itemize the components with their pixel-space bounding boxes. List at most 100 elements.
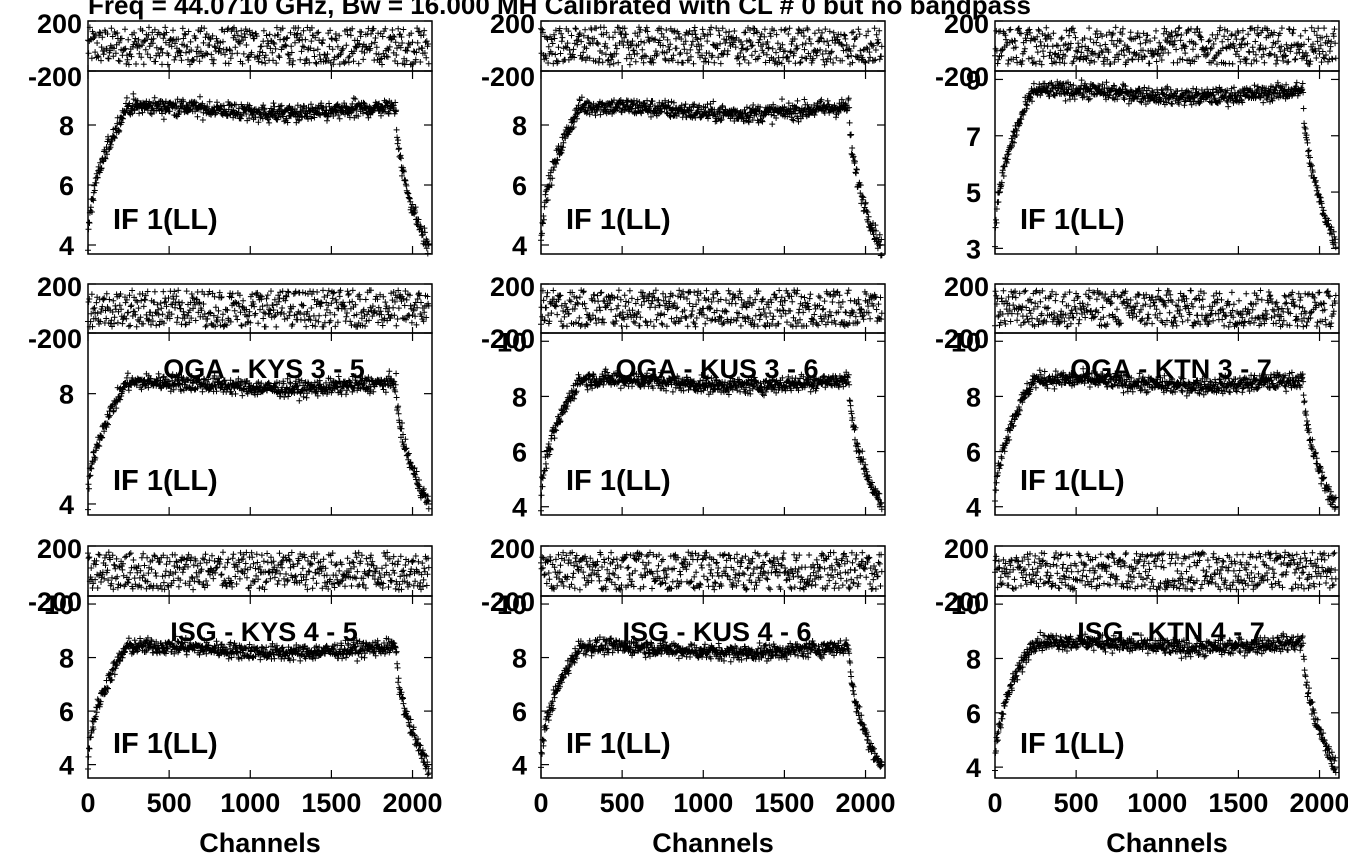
phase-y-tick-label: -200 (481, 62, 535, 92)
amplitude-points (85, 633, 432, 778)
amp-y-tick-label: 6 (512, 438, 527, 468)
if-label: IF 1(LL) (1020, 204, 1125, 236)
x-tick-label: 500 (1054, 788, 1099, 818)
amp-y-tick-label: 4 (966, 493, 981, 523)
amplitude-points (538, 94, 885, 259)
phase-y-tick-label: -200 (935, 587, 989, 617)
if-label: IF 1(LL) (566, 728, 671, 760)
phase-y-tick-label: 200 (944, 534, 989, 564)
panel-r3c3: 0 500 1000 1500 2000 200 -200 4 6 8 10 ISG - KTN 4 … (935, 534, 1348, 857)
baseline-label: OGA - KTN 3 - 7 (1070, 354, 1272, 384)
phase-points (992, 24, 1339, 68)
amplitude-frame (994, 595, 1340, 779)
amplitude-frame (994, 332, 1340, 516)
phase-y-tick-label: 200 (490, 9, 535, 39)
phase-points (538, 24, 885, 68)
phase-y-tick-label: -200 (28, 62, 82, 92)
amplitude-frame (540, 70, 886, 255)
phase-points (538, 549, 885, 593)
x-tick-label: 500 (147, 788, 192, 818)
amp-y-tick-label: 8 (966, 644, 981, 674)
amp-y-tick-label: 6 (966, 438, 981, 468)
x-tick-label: 1500 (754, 788, 814, 818)
amp-y-tick-label: 3 (966, 234, 981, 264)
amp-y-tick-label: 4 (512, 751, 527, 781)
amp-y-tick-label: 4 (512, 493, 527, 523)
x-tick-label: 0 (987, 788, 1002, 818)
if-label: IF 1(LL) (1020, 728, 1125, 760)
amp-y-tick-label: 6 (512, 697, 527, 727)
phase-points (992, 287, 1339, 330)
x-axis-label: Channels (199, 828, 321, 857)
panel-r3c2: 0 500 1000 1500 2000 200 -200 4 6 8 10 ISG - KUS 4 … (481, 534, 896, 857)
panel-r2c1: 200 -200 4 8 OGA - KYS 3 - 5 IF 1(LL) (28, 272, 433, 520)
panel-r3c1: 0 500 1000 1500 2000 200 -200 4 6 8 10 ISG - KYS 4 … (28, 534, 443, 857)
if-label: IF 1(LL) (113, 465, 218, 497)
phase-y-tick-label: 200 (37, 272, 82, 302)
panel-r2c3: 200 -200 4 6 8 10 OGA - KTN 3 - 7 IF 1(LL) (935, 272, 1340, 523)
amp-y-tick-label: 10 (497, 327, 527, 357)
x-tick-label: 1500 (1208, 788, 1268, 818)
x-axis-label: Channels (1106, 828, 1228, 857)
amp-y-tick-label: 6 (59, 171, 74, 201)
amplitude-frame (87, 595, 433, 779)
x-tick-label: 0 (533, 788, 548, 818)
phase-y-tick-label: -200 (28, 324, 82, 354)
phase-y-tick-label: 200 (944, 9, 989, 39)
amplitude-frame (87, 70, 433, 255)
amp-y-tick-label: 8 (966, 382, 981, 412)
x-tick-label: 1000 (220, 788, 280, 818)
phase-y-tick-label: -200 (481, 587, 535, 617)
phase-y-tick-label: 200 (490, 534, 535, 564)
phase-y-tick-label: -200 (935, 324, 989, 354)
baseline-label: ISG - KTN 4 - 7 (1077, 617, 1265, 647)
if-label: IF 1(LL) (113, 204, 218, 236)
panel-r1c2: 200 -200 4 6 8 IF 1(LL) (481, 9, 886, 261)
amplitude-frame (994, 70, 1340, 255)
amp-y-tick-label: 10 (951, 590, 981, 620)
amp-y-tick-label: 4 (512, 231, 527, 261)
phase-points (538, 287, 885, 330)
amp-y-tick-label: 6 (59, 697, 74, 727)
amp-y-tick-label: 4 (59, 231, 74, 261)
phase-y-tick-label: -200 (481, 324, 535, 354)
amplitude-points (538, 634, 885, 771)
if-label: IF 1(LL) (566, 465, 671, 497)
amplitude-frame (540, 595, 886, 779)
x-tick-label: 1000 (1127, 788, 1187, 818)
panel-r1c3: 200 -200 3 5 7 9 IF 1(LL) (935, 9, 1340, 264)
amp-y-tick-label: 4 (966, 753, 981, 783)
amp-y-tick-label: 4 (59, 751, 74, 781)
panel-r1c1: 200 -200 4 6 8 IF 1(LL) (28, 9, 433, 261)
x-tick-label: 2000 (382, 788, 442, 818)
phase-y-tick-label: 200 (37, 534, 82, 564)
amp-y-tick-label: 9 (966, 65, 981, 95)
amplitude-frame (540, 332, 886, 516)
amp-y-tick-label: 5 (966, 178, 981, 208)
x-tick-label: 500 (600, 788, 645, 818)
amp-y-tick-label: 8 (512, 644, 527, 674)
amp-y-tick-label: 8 (512, 382, 527, 412)
amp-y-tick-label: 8 (59, 111, 74, 141)
phase-y-tick-label: 200 (944, 272, 989, 302)
phase-y-tick-label: 200 (490, 272, 535, 302)
amp-y-tick-label: 6 (966, 699, 981, 729)
amp-y-tick-label: 8 (59, 644, 74, 674)
amp-y-tick-label: 7 (966, 122, 981, 152)
baseline-label: OGA - KYS 3 - 5 (163, 354, 365, 384)
amp-y-tick-label: 10 (44, 590, 74, 620)
phase-points (85, 287, 432, 330)
amp-y-tick-label: 10 (497, 590, 527, 620)
amp-y-tick-label: 8 (59, 380, 74, 410)
phase-y-tick-label: -200 (935, 62, 989, 92)
phase-points (85, 549, 432, 593)
amp-y-tick-label: 8 (512, 111, 527, 141)
figure-title: Freq = 44.0710 GHz, Bw = 16.000 MH Calib… (88, 0, 1032, 20)
x-tick-label: 0 (80, 788, 95, 818)
phase-points (992, 549, 1339, 593)
phase-y-tick-label: 200 (37, 9, 82, 39)
if-label: IF 1(LL) (113, 728, 218, 760)
phase-y-tick-label: -200 (28, 587, 82, 617)
baseline-label: OGA - KUS 3 - 6 (615, 354, 818, 384)
